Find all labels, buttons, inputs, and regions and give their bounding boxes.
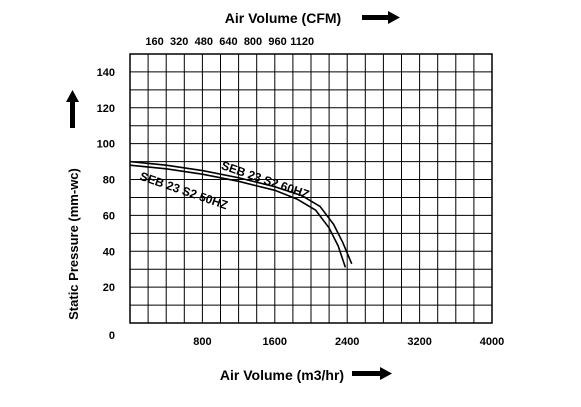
x-tick-label: 800 bbox=[193, 336, 211, 348]
y-tick-label: 120 bbox=[97, 103, 115, 115]
top-tick-label: 320 bbox=[170, 36, 188, 48]
top-axis-arrow bbox=[362, 11, 400, 24]
y-tick-label: 20 bbox=[103, 282, 115, 294]
top-tick-label: 160 bbox=[145, 36, 163, 48]
plot-frame bbox=[129, 53, 493, 324]
top-tick-label: 800 bbox=[244, 36, 262, 48]
left-axis-ticks: 0 20 40 60 80 100 120 140 bbox=[97, 67, 115, 342]
x-tick-label: 1600 bbox=[263, 336, 287, 348]
top-tick-label: 1120 bbox=[290, 36, 314, 48]
series-line-50hz bbox=[129, 164, 347, 268]
y-tick-label: 80 bbox=[103, 175, 115, 187]
y-tick-label: 0 bbox=[109, 330, 115, 342]
y-tick-label: 40 bbox=[103, 246, 115, 258]
left-axis-arrow bbox=[66, 90, 79, 128]
top-axis-ticks: 160 320 480 640 800 960 1120 bbox=[145, 36, 314, 48]
x-tick-label: 3200 bbox=[407, 336, 431, 348]
y-tick-label: 140 bbox=[97, 67, 115, 79]
top-tick-label: 640 bbox=[219, 36, 237, 48]
chart-grid bbox=[130, 54, 492, 323]
x-tick-label: 4000 bbox=[480, 336, 504, 348]
bottom-axis-ticks: 800 1600 2400 3200 4000 bbox=[193, 336, 504, 348]
x-tick-label: 2400 bbox=[335, 336, 359, 348]
top-axis-title: Air Volume (CFM) bbox=[225, 10, 341, 26]
top-tick-label: 960 bbox=[268, 36, 286, 48]
top-tick-label: 480 bbox=[195, 36, 213, 48]
y-tick-label: 60 bbox=[103, 210, 115, 222]
bottom-axis-arrow bbox=[352, 367, 392, 380]
series-line-60hz bbox=[129, 160, 353, 265]
bottom-axis-title: Air Volume (m3/hr) bbox=[220, 367, 344, 383]
left-axis-title: Static Pressure (mm-wc) bbox=[66, 168, 81, 320]
y-tick-label: 100 bbox=[97, 139, 115, 151]
